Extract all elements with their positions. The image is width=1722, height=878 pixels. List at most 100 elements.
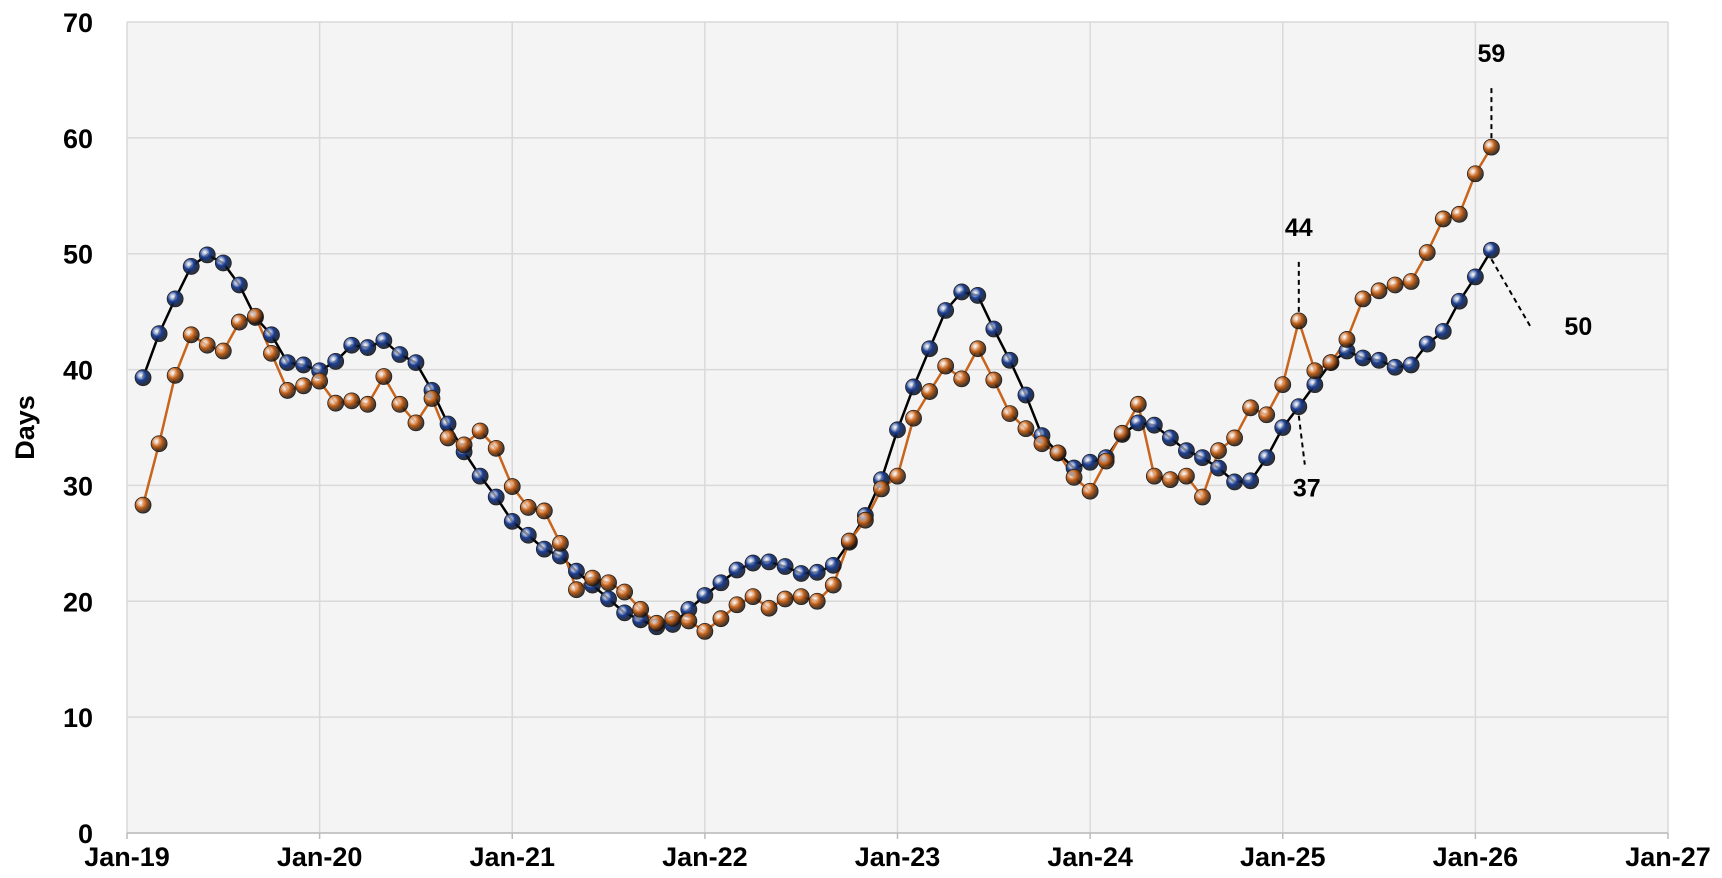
data-point bbox=[1450, 292, 1468, 310]
data-point bbox=[134, 496, 152, 514]
data-point bbox=[1386, 276, 1404, 294]
data-point bbox=[969, 287, 987, 304]
data-point bbox=[776, 558, 794, 575]
data-point bbox=[455, 436, 473, 454]
data-point bbox=[696, 587, 714, 604]
data-point bbox=[921, 383, 939, 400]
data-point bbox=[1338, 331, 1356, 348]
data-point bbox=[311, 372, 329, 390]
x-tick-label: Jan-21 bbox=[469, 842, 555, 872]
data-point bbox=[600, 574, 617, 592]
data-point bbox=[503, 478, 521, 495]
data-point bbox=[150, 325, 168, 343]
data-point bbox=[728, 596, 746, 614]
data-point bbox=[808, 563, 826, 581]
data-point bbox=[166, 290, 184, 308]
data-point bbox=[214, 254, 232, 272]
data-point bbox=[889, 467, 906, 485]
y-tick-label: 10 bbox=[63, 703, 93, 733]
x-tick-label: Jan-22 bbox=[662, 842, 748, 872]
data-point bbox=[1145, 416, 1163, 434]
data-point bbox=[391, 346, 409, 363]
data-point bbox=[1194, 488, 1211, 506]
data-point bbox=[1434, 210, 1452, 228]
data-point bbox=[1434, 322, 1452, 340]
data-point bbox=[953, 283, 971, 301]
data-point bbox=[230, 276, 248, 294]
data-point bbox=[921, 340, 939, 358]
data-point bbox=[600, 590, 617, 608]
x-tick-label: Jan-23 bbox=[855, 842, 941, 872]
y-tick-label: 50 bbox=[63, 240, 93, 270]
data-point bbox=[985, 320, 1003, 338]
data-point bbox=[1354, 349, 1372, 367]
data-point bbox=[263, 344, 280, 362]
data-point bbox=[584, 569, 601, 587]
data-point bbox=[760, 553, 778, 571]
data-point bbox=[1290, 398, 1308, 416]
data-point bbox=[295, 377, 312, 395]
x-tick-label: Jan-27 bbox=[1625, 842, 1711, 872]
data-point bbox=[375, 368, 393, 385]
data-point bbox=[1226, 473, 1243, 491]
data-point bbox=[1001, 405, 1019, 422]
y-tick-label: 70 bbox=[63, 8, 93, 38]
data-point bbox=[1017, 420, 1035, 438]
data-point bbox=[696, 623, 714, 640]
data-point bbox=[519, 499, 537, 516]
data-point bbox=[166, 366, 184, 384]
data-point bbox=[327, 394, 345, 412]
data-point bbox=[1210, 459, 1227, 477]
data-point bbox=[279, 382, 296, 399]
data-point bbox=[1402, 356, 1420, 374]
data-point bbox=[343, 336, 361, 354]
y-tick-label: 20 bbox=[63, 587, 93, 617]
data-point bbox=[953, 370, 971, 388]
data-point bbox=[487, 488, 505, 506]
data-point bbox=[1178, 442, 1195, 460]
data-point bbox=[230, 313, 248, 331]
data-point bbox=[214, 342, 232, 360]
data-point bbox=[1242, 399, 1260, 417]
data-point bbox=[889, 421, 906, 439]
data-point bbox=[1129, 414, 1147, 432]
data-point bbox=[680, 612, 698, 630]
data-point bbox=[937, 357, 955, 375]
data-point bbox=[808, 592, 826, 610]
data-point bbox=[1274, 419, 1292, 436]
data-point bbox=[295, 356, 312, 374]
data-point bbox=[1258, 449, 1276, 467]
data-point bbox=[1418, 335, 1436, 353]
data-point bbox=[1210, 442, 1227, 460]
data-point bbox=[343, 392, 361, 410]
data-point bbox=[1081, 453, 1099, 471]
data-point bbox=[1097, 452, 1115, 470]
data-point bbox=[1001, 351, 1019, 369]
data-point bbox=[1370, 282, 1388, 300]
data-point bbox=[375, 332, 393, 350]
data-point bbox=[1483, 138, 1500, 156]
y-tick-label: 0 bbox=[78, 819, 93, 849]
data-point bbox=[247, 307, 264, 325]
data-point bbox=[744, 588, 762, 606]
data-point bbox=[792, 588, 810, 606]
data-point bbox=[1033, 435, 1051, 453]
data-point bbox=[760, 599, 778, 617]
x-tick-label: Jan-26 bbox=[1433, 842, 1519, 872]
data-point bbox=[792, 565, 810, 582]
data-point bbox=[905, 378, 922, 396]
value-label: 44 bbox=[1285, 214, 1313, 242]
data-point bbox=[1450, 205, 1468, 223]
data-point bbox=[503, 512, 521, 530]
data-point bbox=[423, 390, 441, 407]
data-point bbox=[744, 554, 762, 572]
data-point bbox=[535, 540, 553, 558]
y-axis-label: Days bbox=[10, 395, 40, 460]
data-point bbox=[487, 439, 505, 457]
data-point bbox=[1145, 467, 1163, 485]
data-point bbox=[969, 340, 987, 358]
data-point bbox=[407, 414, 425, 432]
data-point bbox=[937, 302, 955, 319]
